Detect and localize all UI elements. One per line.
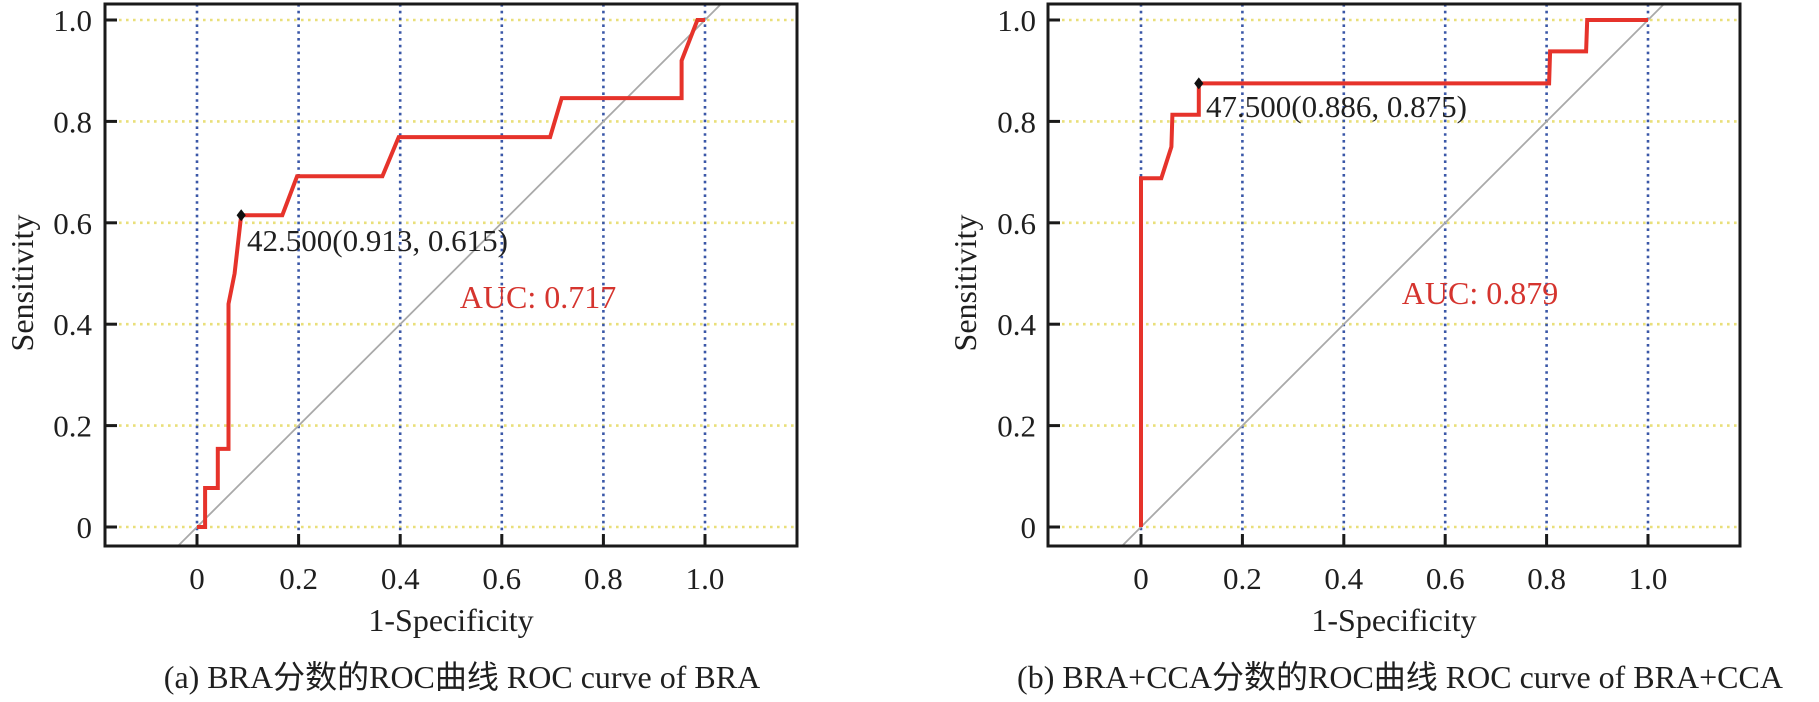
chart-a-plot: 0 0.2 0.4 0.6 0.8 1.0 0 0.2 0.4 0.6 0.8 1.0: [53, 2, 799, 596]
roc-curve: [197, 18, 705, 529]
plot-frame: [1046, 2, 1742, 548]
chart-b-y-axis-label: Sensitivity: [947, 215, 983, 352]
cutoff-marker-diamond-icon: [1194, 77, 1204, 90]
reference-diagonal: [1121, 3, 1665, 547]
chart-b-threshold-annotation: 47.500(0.886, 0.875): [1206, 89, 1467, 124]
chart-a-x-axis-label: 1-Specificity: [368, 602, 533, 638]
y-tick-label: 0.6: [997, 206, 1036, 241]
chart-a-y-axis-label: Sensitivity: [4, 215, 40, 352]
y-tick-label: 1.0: [997, 3, 1036, 38]
x-tick-label: 0: [189, 561, 205, 596]
x-tick-label: 0.8: [1527, 561, 1566, 596]
x-tick-label: 0.2: [279, 561, 318, 596]
y-tick-label: 0: [1021, 510, 1037, 545]
y-tick-label: 0.2: [997, 409, 1036, 444]
x-tick-label: 0.6: [1426, 561, 1465, 596]
chart-a-auc-label: AUC: 0.717: [460, 279, 616, 315]
x-tick-label: 0.6: [482, 561, 521, 596]
reference-diagonal: [177, 3, 722, 547]
plot-frame: [103, 2, 799, 548]
chart-b-plot: 0 0.2 0.4 0.6 0.8 1.0 0 0.2 0.4 0.6 0.8 1.0: [997, 2, 1742, 596]
y-tick-label: 0.2: [53, 409, 92, 444]
y-tick-label: 0.6: [53, 206, 92, 241]
y-tick-label: 0.8: [997, 104, 1036, 139]
x-tick-label: 0.8: [584, 561, 623, 596]
x-tick-label: 0.4: [381, 561, 420, 596]
chart-b-caption: (b) BRA+CCA分数的ROC曲线 ROC curve of BRA+CCA: [1017, 659, 1783, 695]
y-tick-label: 0.4: [997, 307, 1036, 342]
x-tick-label: 0.2: [1223, 561, 1262, 596]
y-tick-label: 0.4: [53, 307, 92, 342]
y-tick-label: 0.8: [53, 104, 92, 139]
chart-b-auc-label: AUC: 0.879: [1402, 275, 1558, 311]
x-tick-label: 1.0: [686, 561, 725, 596]
chart-a-caption: (a) BRA分数的ROC曲线 ROC curve of BRA: [164, 659, 760, 695]
x-tick-label: 1.0: [1629, 561, 1668, 596]
x-tick-label: 0.4: [1324, 561, 1363, 596]
chart-b-x-axis-label: 1-Specificity: [1311, 602, 1476, 638]
roc-curve: [1139, 18, 1648, 527]
y-tick-label: 0: [77, 510, 93, 545]
x-tick-label: 0: [1133, 561, 1149, 596]
cutoff-marker-diamond-icon: [236, 209, 246, 222]
chart-a-threshold-annotation: 42.500(0.913, 0.615): [247, 223, 508, 258]
y-tick-label: 1.0: [53, 3, 92, 38]
